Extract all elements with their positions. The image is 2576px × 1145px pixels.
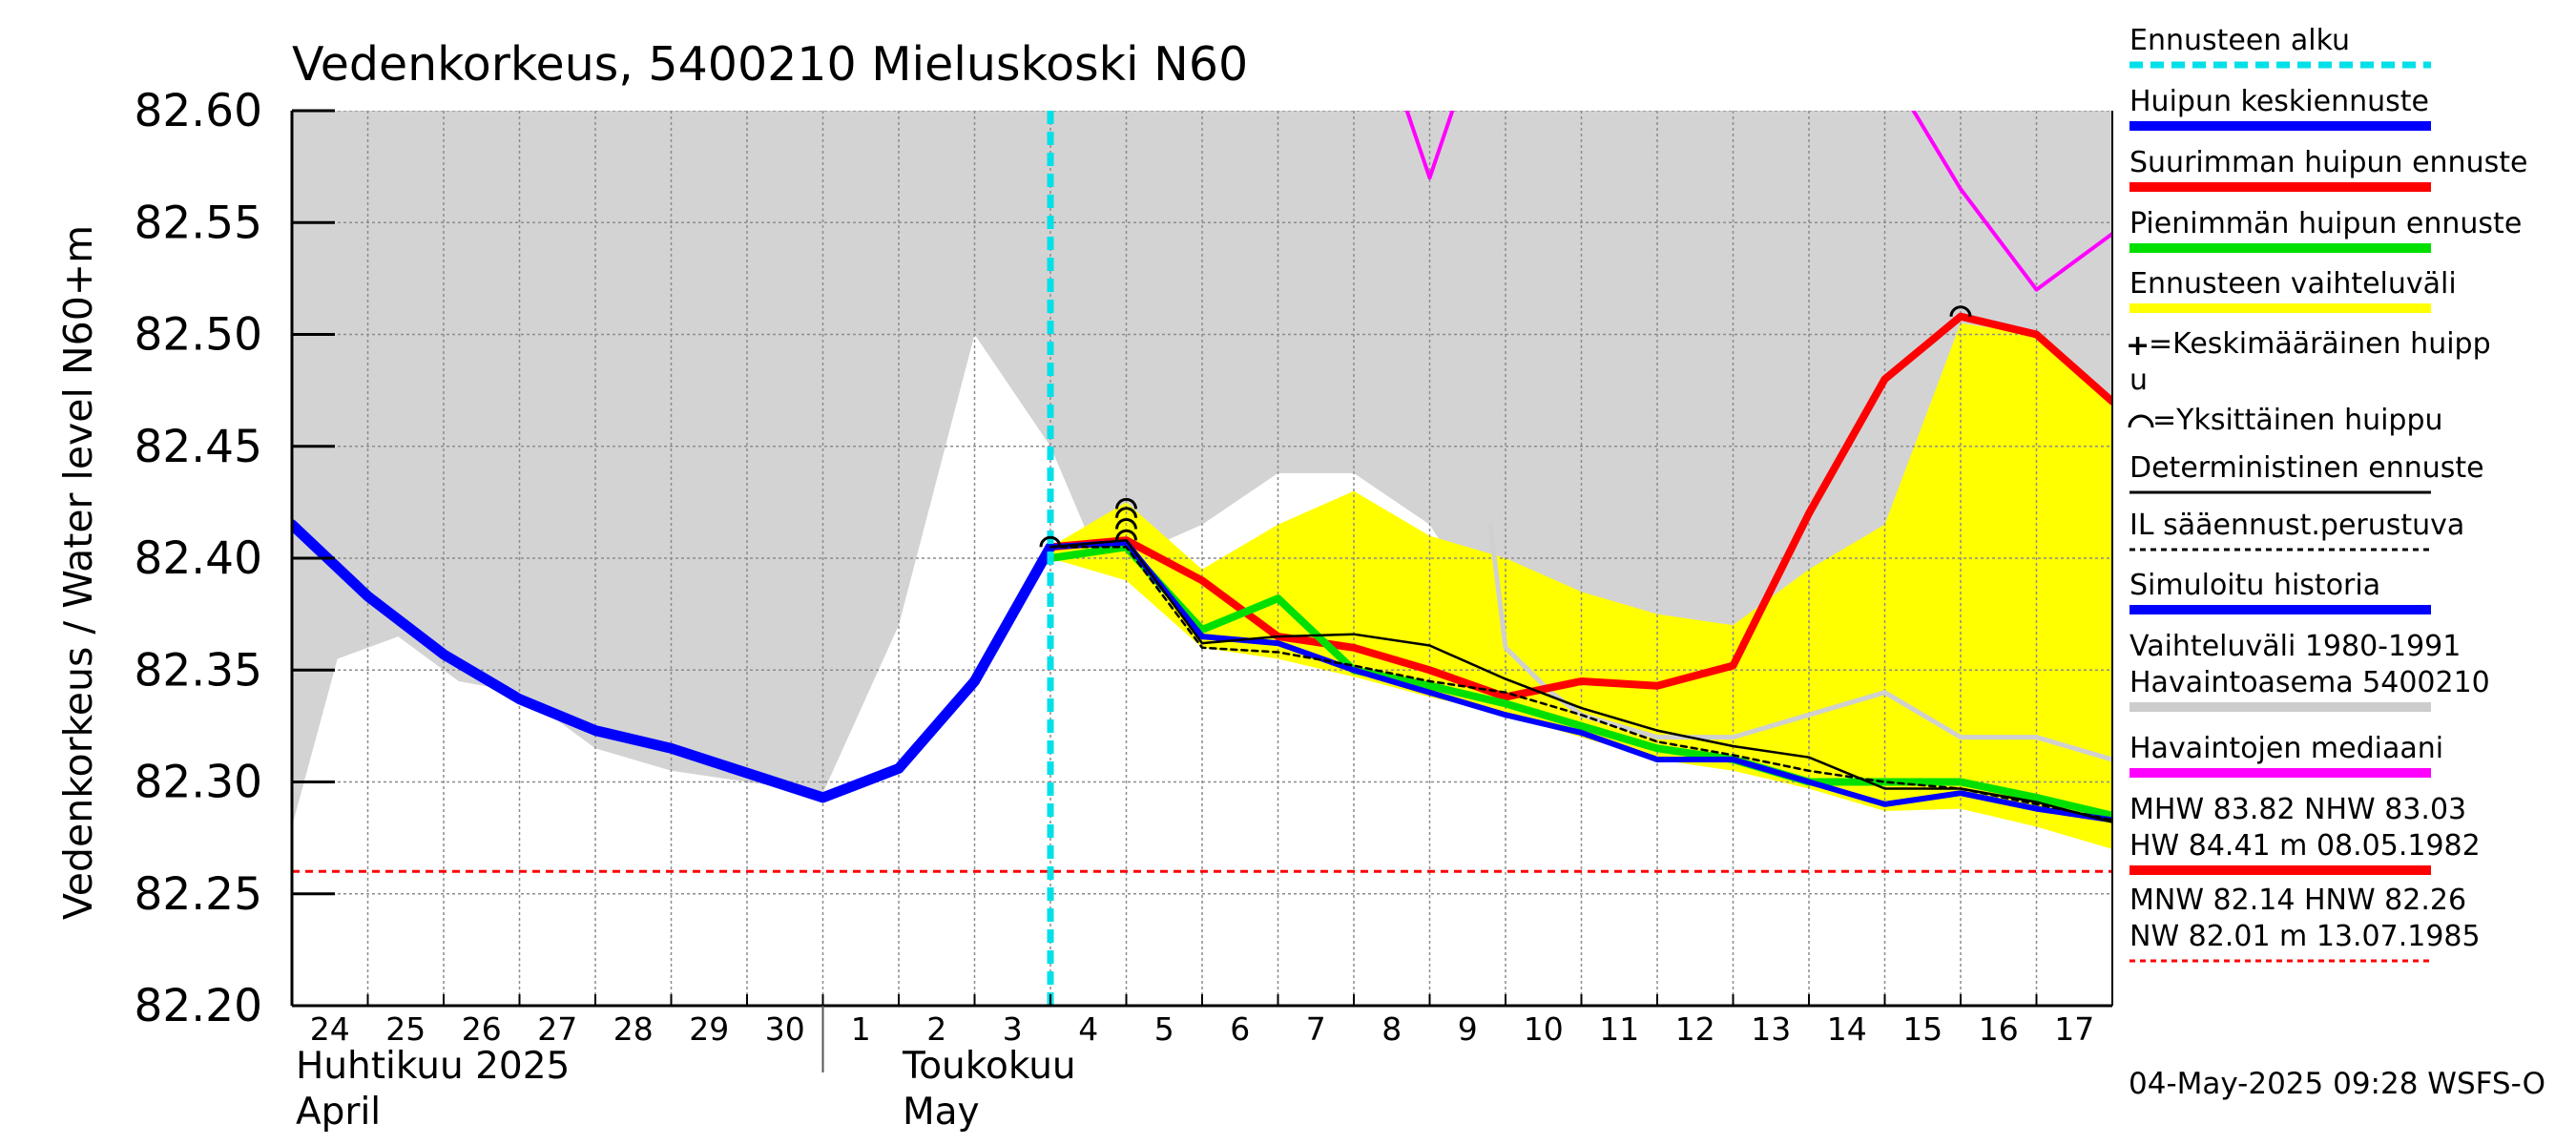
x-tick-label: 5 <box>1154 1010 1174 1048</box>
x-tick-label: 6 <box>1230 1010 1250 1048</box>
x-tick-label: 17 <box>2054 1010 2094 1048</box>
plot-area <box>290 111 2113 1008</box>
month-label-top: Toukokuu <box>902 1045 1076 1088</box>
y-tick-label: 82.55 <box>134 197 262 249</box>
legend-label: Ennusteen vaihteluväli <box>2129 267 2457 301</box>
y-tick-label: 82.30 <box>134 757 262 809</box>
legend-label: =Keskimääräinen huipp <box>2149 327 2491 361</box>
x-tick-label: 27 <box>537 1010 577 1048</box>
legend-label: Vaihteluväli 1980-1991 <box>2129 630 2461 663</box>
y-tick-labels: 82.20 82.25 82.30 82.35 82.40 82.45 82.50 82.55… <box>134 85 335 1032</box>
x-tick-label: 14 <box>1827 1010 1867 1048</box>
month-label-bottom: April <box>296 1091 381 1134</box>
legend-label: IL sääennust.perustuva <box>2129 509 2464 542</box>
legend-label-line2: HW 84.41 m 08.05.1982 <box>2129 829 2481 863</box>
x-tick-label: 4 <box>1078 1010 1098 1048</box>
legend-label: Ennusteen alku <box>2129 24 2350 57</box>
x-tick-label: 25 <box>385 1010 426 1048</box>
peak-marker <box>1115 497 1137 510</box>
peak-marker <box>1115 518 1137 530</box>
y-tick-label: 82.25 <box>134 868 262 921</box>
x-tick-label: 1 <box>851 1010 871 1048</box>
x-tick-label: 26 <box>462 1010 502 1048</box>
month-label-top: Huhtikuu 2025 <box>296 1045 570 1088</box>
series-line-deterministic <box>1049 538 2112 823</box>
series-line-il <box>1049 546 2112 822</box>
legend-label-line2: NW 82.01 m 13.07.1985 <box>2129 920 2481 953</box>
forecast-range-band <box>1050 323 2112 849</box>
legend-label: Simuloitu historia <box>2129 569 2380 602</box>
series-line-median <box>1404 111 2112 292</box>
legend-label-line2: u <box>2129 364 2148 397</box>
series-line-mean <box>971 539 2112 823</box>
x-tick-label: 16 <box>1979 1010 2019 1048</box>
x-tick-label: 28 <box>613 1010 654 1048</box>
x-tick-labels: 24 25 26 27 28 29 30 1 2 3 4 5 6 7 8 9 10 11 12 13 14 15 16 17 <box>291 994 2094 1072</box>
legend-label: Deterministinen ennuste <box>2129 451 2484 485</box>
x-tick-label: 7 <box>1306 1010 1326 1048</box>
legend-label-line2: Havaintoasema 5400210 <box>2129 666 2490 699</box>
chart-title: Vedenkorkeus, 5400210 Mieluskoski N60 <box>292 37 1248 92</box>
series-line-min <box>1047 543 2112 820</box>
x-tick-label: 12 <box>1675 1010 1715 1048</box>
x-tick-label: 29 <box>689 1010 729 1048</box>
plot-layers <box>292 111 2112 1006</box>
series-line-max <box>1047 312 2112 701</box>
peak-marker <box>1039 535 1062 548</box>
legend-label: Pienimmän huipun ennuste <box>2129 207 2522 240</box>
x-tick-label: 2 <box>926 1010 946 1048</box>
y-tick-label: 82.50 <box>134 309 262 362</box>
x-tick-label: 10 <box>1524 1010 1564 1048</box>
legend-arc-symbol <box>2128 414 2154 428</box>
x-tick-label: 11 <box>1599 1010 1639 1048</box>
y-tick-label: 82.45 <box>134 421 262 473</box>
x-tick-label: 15 <box>1902 1010 1942 1048</box>
month-label-bottom: May <box>903 1091 980 1134</box>
x-tick-label: 24 <box>310 1010 350 1048</box>
legend-plus-symbol: + <box>2126 329 2150 363</box>
peak-marker <box>1115 529 1137 541</box>
legend: Ennusteen alku Huipun keskiennuste Suurimm… <box>2126 24 2527 963</box>
y-axis-label: Vedenkorkeus / Water level N60+m <box>55 225 101 920</box>
legend-label: Huipun keskiennuste <box>2129 85 2429 118</box>
legend-label: MHW 83.82 NHW 83.03 <box>2129 793 2466 826</box>
peak-marker <box>1949 305 1972 317</box>
y-tick-label: 82.60 <box>134 85 262 137</box>
legend-label: =Yksittäinen huippu <box>2152 404 2443 437</box>
y-tick-label: 82.20 <box>134 980 262 1032</box>
x-tick-label: 9 <box>1458 1010 1478 1048</box>
x-tick-label: 13 <box>1751 1010 1791 1048</box>
series-line-range_median_grey <box>1487 522 2112 762</box>
legend-label: MNW 82.14 HNW 82.26 <box>2129 884 2466 917</box>
x-tick-label: 3 <box>1003 1010 1023 1048</box>
y-tick-label: 82.35 <box>134 644 262 697</box>
y-tick-label: 82.40 <box>134 532 262 585</box>
legend-label: Suurimman huipun ennuste <box>2129 146 2527 179</box>
series-line-simulated <box>292 519 1056 803</box>
peak-marker <box>1115 507 1137 518</box>
footer-timestamp: 04-May-2025 09:28 WSFS-O <box>2129 1067 2545 1101</box>
legend-label: Havaintojen mediaani <box>2129 732 2443 765</box>
x-tick-label: 30 <box>765 1010 805 1048</box>
x-tick-label: 8 <box>1381 1010 1402 1048</box>
